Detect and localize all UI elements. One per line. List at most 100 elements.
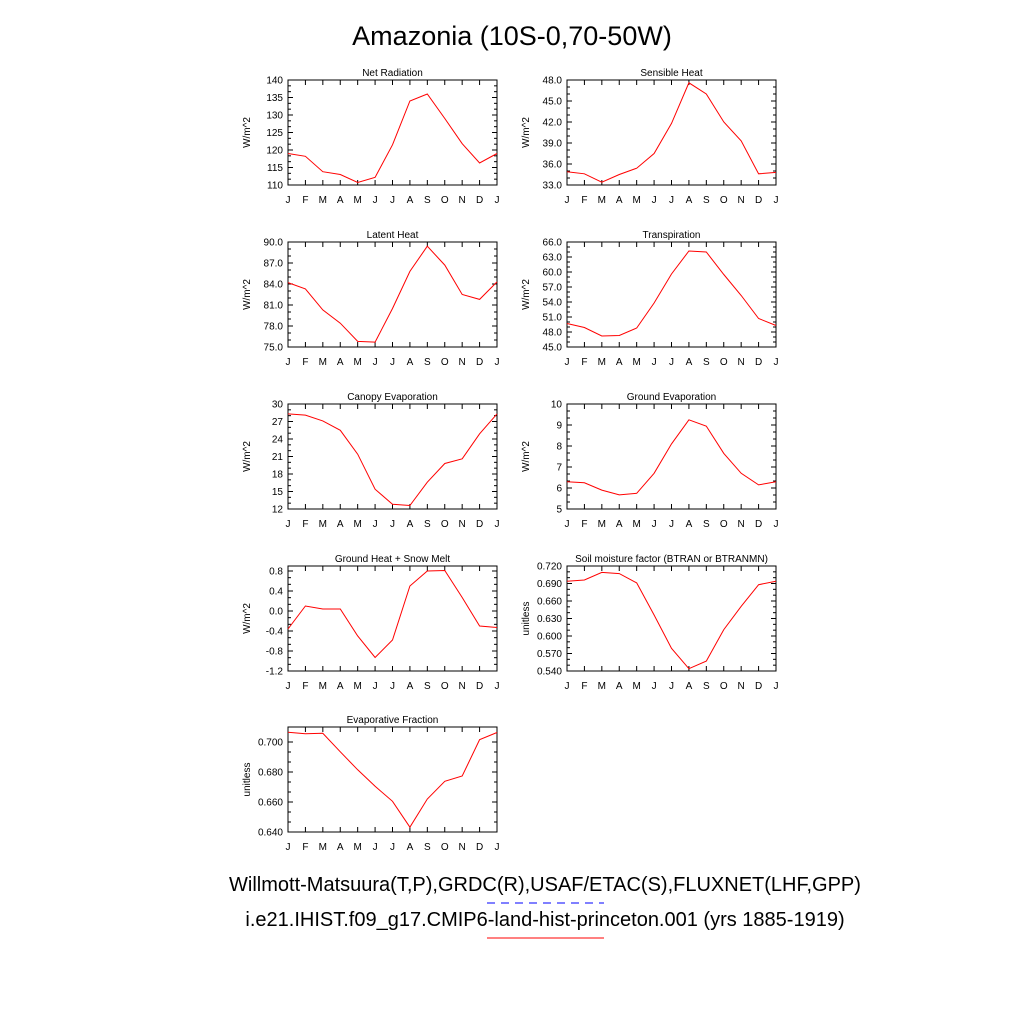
x-tick-label: F — [302, 842, 308, 853]
x-tick-label: J — [652, 195, 657, 206]
x-tick-label: O — [441, 842, 449, 853]
x-tick-label: M — [319, 519, 327, 530]
x-tick-label: F — [581, 195, 587, 206]
x-tick-label: M — [598, 357, 606, 368]
x-tick-label: J — [495, 842, 500, 853]
y-tick-label: 63.0 — [543, 253, 563, 264]
x-tick-label: M — [353, 195, 361, 206]
series-line — [287, 413, 498, 507]
x-tick-label: A — [337, 681, 344, 692]
y-tick-label: 0.660 — [537, 597, 562, 608]
x-tick-label: J — [669, 681, 674, 692]
x-tick-label: A — [616, 195, 623, 206]
y-tick-label: 0.640 — [258, 828, 283, 839]
y-tick-label: 36.0 — [543, 160, 563, 171]
x-tick-label: N — [738, 519, 745, 530]
y-tick-label: 66.0 — [543, 238, 563, 249]
x-tick-label: A — [407, 195, 414, 206]
y-tick-label: 57.0 — [543, 283, 563, 294]
x-tick-label: O — [441, 519, 449, 530]
y-tick-label: 48.0 — [543, 76, 563, 87]
y-tick-label: 0.8 — [269, 567, 283, 578]
x-tick-label: F — [302, 519, 308, 530]
x-tick-label: N — [459, 681, 466, 692]
y-tick-label: 87.0 — [264, 259, 284, 270]
y-tick-label: 130 — [266, 111, 283, 122]
x-tick-label: J — [286, 519, 291, 530]
x-tick-label: A — [337, 519, 344, 530]
y-tick-label: -1.2 — [266, 667, 284, 678]
x-tick-label: M — [598, 519, 606, 530]
y-tick-label: 45.0 — [543, 343, 563, 354]
x-tick-label: S — [424, 519, 431, 530]
y-tick-label: 5 — [556, 505, 562, 516]
y-tick-label: 51.0 — [543, 313, 563, 324]
x-tick-label: A — [686, 681, 693, 692]
chart-panel: Transpiration W/m^2 45.0 48.0 51.0 54.0 57.0 60… — [521, 230, 779, 368]
y-tick-label: 84.0 — [264, 280, 284, 291]
x-tick-label: N — [738, 195, 745, 206]
y-tick-label: 140 — [266, 76, 283, 87]
x-tick-label: D — [476, 681, 483, 692]
x-tick-label: S — [703, 681, 710, 692]
x-tick-label: J — [652, 681, 657, 692]
y-axis-label: W/m^2 — [242, 603, 253, 634]
series-line — [566, 250, 777, 337]
y-tick-label: 7 — [556, 463, 562, 474]
x-tick-label: N — [459, 357, 466, 368]
panel-title: Transpiration — [643, 230, 701, 241]
x-tick-label: J — [565, 519, 570, 530]
x-tick-label: J — [669, 519, 674, 530]
y-tick-label: 60.0 — [543, 268, 563, 279]
legend-label-model: i.e21.IHIST.f09_g17.CMIP6-land-hist-prin… — [245, 909, 844, 931]
legend: Willmott-Matsuura(T,P),GRDC(R),USAF/ETAC… — [229, 874, 861, 939]
y-tick-label: 33.0 — [543, 181, 563, 192]
x-tick-label: J — [390, 681, 395, 692]
y-tick-label: 0.660 — [258, 798, 283, 809]
x-tick-label: J — [373, 519, 378, 530]
x-tick-label: D — [476, 357, 483, 368]
x-tick-label: J — [669, 195, 674, 206]
y-tick-label: 9 — [556, 421, 562, 432]
x-tick-label: M — [598, 195, 606, 206]
y-tick-label: 0.630 — [537, 614, 562, 625]
x-tick-label: A — [407, 681, 414, 692]
chart-panel: Latent Heat W/m^2 75.0 78.0 81.0 84.0 87.0 90.0… — [242, 230, 500, 368]
x-tick-label: A — [337, 842, 344, 853]
x-tick-label: S — [424, 842, 431, 853]
y-axis-label: W/m^2 — [242, 279, 253, 310]
x-tick-label: J — [286, 842, 291, 853]
y-tick-label: 6 — [556, 484, 562, 495]
x-tick-label: D — [755, 519, 762, 530]
y-tick-label: 12 — [272, 505, 284, 516]
x-tick-label: J — [390, 519, 395, 530]
x-tick-label: N — [738, 357, 745, 368]
series-line — [287, 93, 498, 184]
y-tick-label: 125 — [266, 128, 283, 139]
y-tick-label: 15 — [272, 487, 284, 498]
panel-title: Ground Heat + Snow Melt — [335, 554, 451, 565]
legend-label-reference: Willmott-Matsuura(T,P),GRDC(R),USAF/ETAC… — [229, 874, 861, 896]
x-tick-label: O — [720, 195, 728, 206]
y-tick-label: 24 — [272, 435, 284, 446]
y-tick-label: 27 — [272, 417, 284, 428]
panel-title: Canopy Evaporation — [347, 392, 438, 403]
y-tick-label: 0.600 — [537, 632, 562, 643]
plot-frame — [566, 79, 777, 186]
panel-title: Evaporative Fraction — [347, 715, 439, 726]
x-tick-label: J — [495, 681, 500, 692]
x-tick-label: N — [459, 195, 466, 206]
panel-title: Sensible Heat — [640, 68, 702, 79]
y-axis-label: unitless — [521, 602, 532, 636]
panels-container: Net RadiationW/m^2110115120125130135140J… — [242, 68, 779, 853]
y-tick-label: 135 — [266, 93, 283, 104]
x-tick-label: J — [373, 195, 378, 206]
x-tick-label: J — [652, 357, 657, 368]
x-tick-label: J — [390, 195, 395, 206]
x-tick-label: J — [774, 519, 779, 530]
series-line — [566, 419, 777, 496]
chart-panel: Sensible Heat W/m^2 33.0 36.0 39.0 42.0 45.0 48… — [521, 68, 779, 206]
